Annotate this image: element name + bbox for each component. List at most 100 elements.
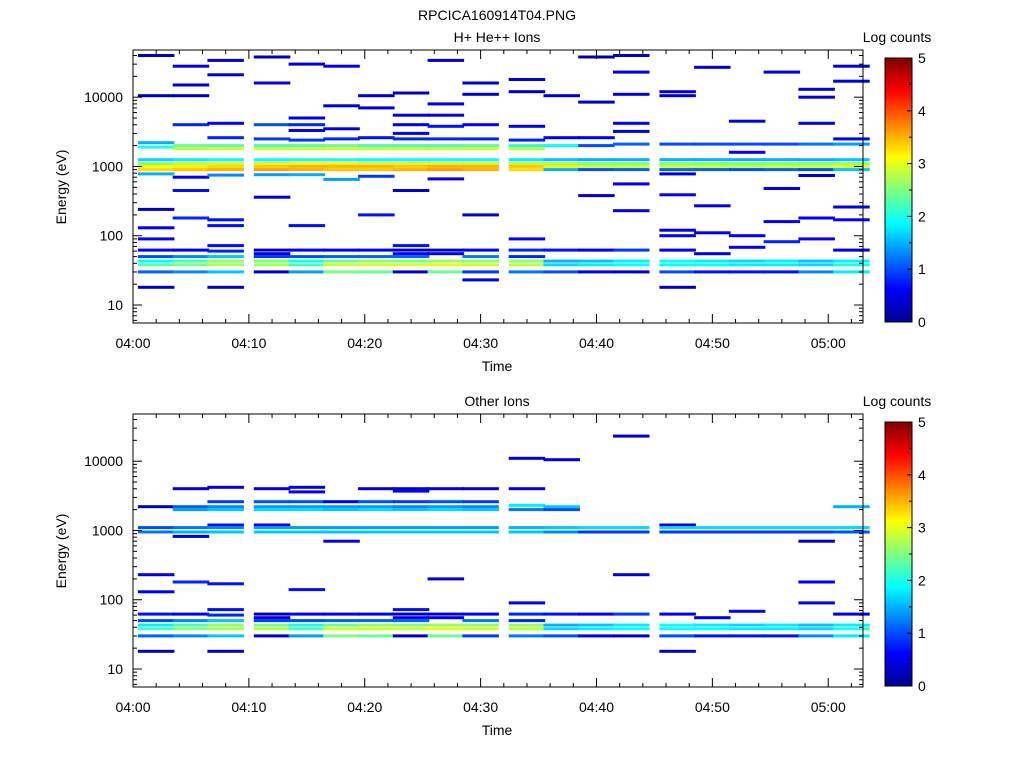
- panel-title: H+ He++ Ions: [454, 29, 541, 45]
- heatmap-cell: [427, 508, 465, 512]
- x-tick-label: 04:20: [347, 699, 382, 715]
- heatmap-cell: [392, 616, 430, 620]
- heatmap-cell: [763, 526, 801, 530]
- heatmap-cell: [207, 173, 244, 177]
- heatmap-cell: [137, 623, 175, 627]
- heatmap-cell: [728, 158, 766, 162]
- heatmap-cell: [763, 158, 801, 162]
- colorbar: [884, 57, 913, 323]
- heatmap-cell: [427, 162, 465, 166]
- heatmap-cell: [763, 530, 801, 534]
- heatmap-cell: [833, 164, 870, 168]
- heatmap-cell: [508, 270, 546, 274]
- heatmap-cell: [427, 252, 465, 256]
- heatmap-cell: [427, 248, 465, 252]
- heatmap-cell: [207, 259, 244, 263]
- heatmap-cell: [578, 164, 615, 168]
- heatmap-cell: [392, 147, 430, 151]
- heatmap-cell: [288, 619, 326, 623]
- heatmap-cell: [833, 218, 870, 222]
- heatmap-cell: [207, 73, 244, 77]
- heatmap-cell: [728, 119, 766, 123]
- heatmap-cell: [833, 142, 870, 146]
- heatmap-cell: [253, 164, 291, 168]
- heatmap-cell: [427, 259, 465, 263]
- heatmap-cell: [207, 147, 244, 151]
- heatmap-cell: [694, 252, 731, 256]
- heatmap-cell: [288, 270, 326, 274]
- heatmap-cell: [137, 619, 175, 623]
- heatmap-cell: [137, 270, 175, 274]
- heatmap-cell: [392, 505, 430, 509]
- heatmap-cell: [833, 263, 870, 267]
- heatmap-cell: [207, 244, 244, 248]
- heatmap-cell: [694, 263, 731, 267]
- heatmap-cell: [728, 245, 766, 249]
- heatmap-cell: [462, 255, 499, 259]
- heatmap-cell: [462, 278, 499, 282]
- heatmap-cell: [798, 95, 835, 99]
- heatmap-cell: [427, 58, 465, 62]
- x-tick-label: 04:30: [463, 335, 498, 351]
- heatmap-cell: [694, 204, 731, 208]
- heatmap-cell: [613, 209, 650, 213]
- heatmap-cell: [137, 164, 175, 168]
- heatmap-cell: [207, 623, 244, 627]
- heatmap-cell: [763, 168, 801, 172]
- heatmap-cell: [253, 158, 291, 162]
- colorbar-tick-label: 5: [918, 50, 926, 66]
- heatmap-cell: [427, 147, 465, 151]
- heatmap-cell: [288, 259, 326, 263]
- heatmap-cell: [288, 173, 326, 177]
- heatmap-cell: [323, 500, 360, 504]
- heatmap-cell: [659, 627, 696, 631]
- heatmap-cell: [694, 270, 731, 274]
- heatmap-cell: [578, 270, 615, 274]
- heatmap-cell: [253, 526, 291, 530]
- heatmap-cell: [508, 627, 546, 631]
- colorbar-label: Log counts: [863, 29, 932, 45]
- colorbar-ticks: 0 1 2 3 4 5: [907, 50, 926, 330]
- heatmap-cell: [763, 220, 801, 224]
- heatmap-cell: [694, 162, 731, 166]
- heatmap-cell: [172, 64, 210, 68]
- heatmap-cell: [763, 142, 801, 146]
- heatmap-cell: [358, 168, 395, 172]
- heatmap-cell: [172, 162, 210, 166]
- heatmap-cell: [694, 259, 731, 263]
- heatmap-cell: [427, 168, 465, 172]
- heatmap-cell: [798, 539, 835, 543]
- heatmap-cell: [833, 612, 870, 616]
- heatmap-cell: [694, 623, 731, 627]
- heatmap-cell: [253, 530, 291, 534]
- heatmap-cell: [798, 580, 835, 584]
- x-tick-label: 04:50: [695, 699, 730, 715]
- colorbar-tick-label: 4: [918, 103, 926, 119]
- heatmap-cell: [172, 158, 210, 162]
- y-tick-label: 10: [107, 297, 123, 313]
- heatmap-cell: [798, 627, 835, 631]
- x-axis-label: Time: [482, 722, 513, 738]
- x-tick-label: 04:10: [231, 335, 266, 351]
- heatmap-cell: [253, 616, 291, 620]
- heatmap-cell: [323, 505, 360, 509]
- heatmap-cell: [659, 193, 696, 197]
- heatmap-cell: [578, 627, 615, 631]
- heatmap-cell: [137, 248, 175, 252]
- heatmap-cell: [508, 634, 546, 638]
- heatmap-cell: [253, 81, 291, 85]
- heatmap-cell: [578, 168, 615, 172]
- heatmap-cell: [207, 121, 244, 125]
- heatmap-cell: [137, 168, 175, 172]
- heatmap-cell: [462, 270, 499, 274]
- heatmap-cell: [392, 627, 430, 631]
- heatmap-cell: [659, 263, 696, 267]
- colorbar-tick-label: 1: [918, 625, 926, 641]
- heatmap-cell: [462, 508, 499, 512]
- heatmap-cell: [427, 263, 465, 267]
- heatmap-cell: [207, 649, 244, 653]
- heatmap-cell: [543, 263, 580, 267]
- heatmap-cell: [323, 177, 360, 181]
- heatmap-cell: [288, 147, 326, 151]
- colorbar-tick-label: 2: [918, 208, 926, 224]
